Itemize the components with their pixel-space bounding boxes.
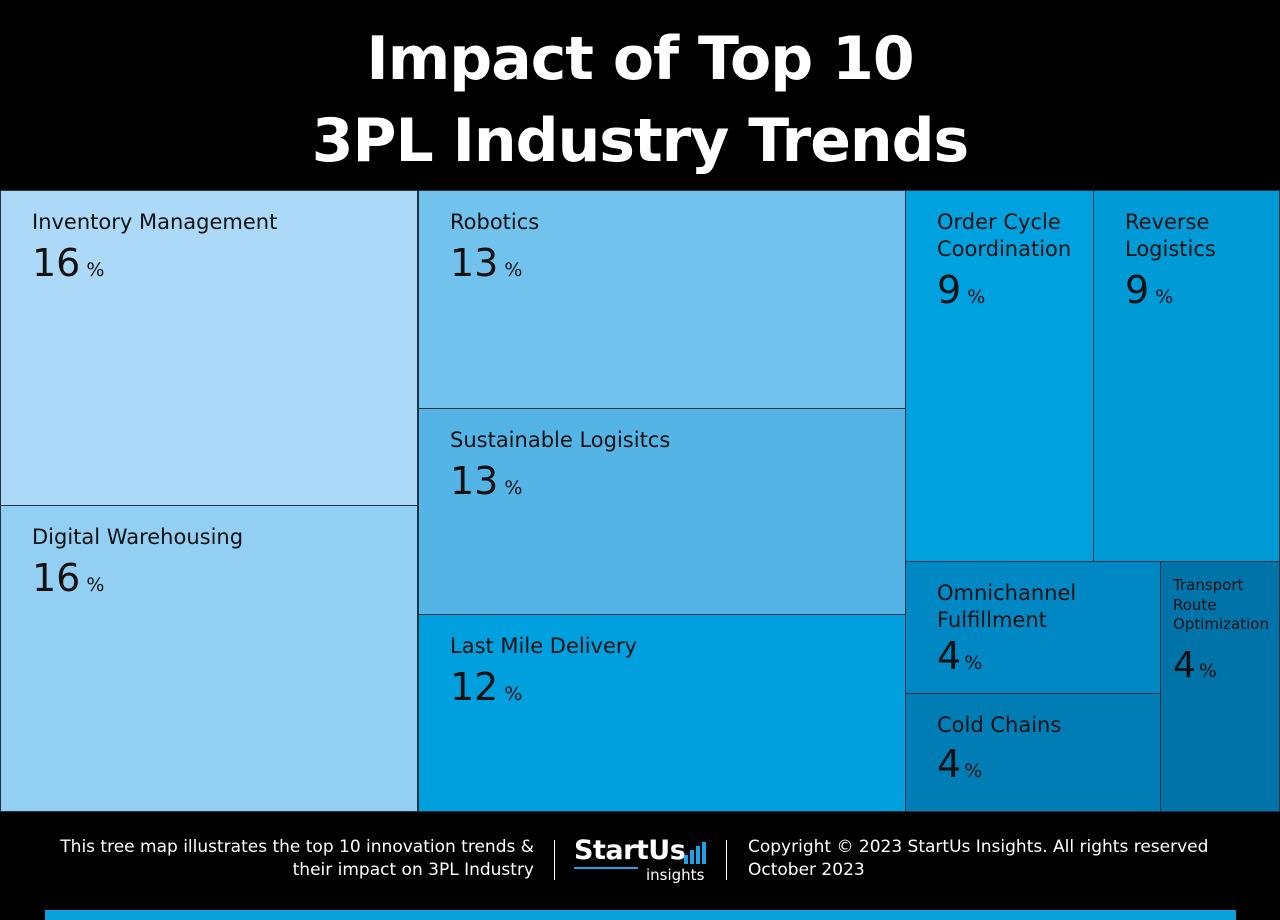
footer-description-line-1: This tree map illustrates the top 10 inn…	[60, 837, 534, 857]
treemap-tile-digital-warehousing: Digital Warehousing 16%	[0, 505, 418, 812]
date-text: October 2023	[748, 860, 865, 880]
tile-unit: %	[964, 652, 983, 674]
tile-value: 9%	[937, 268, 986, 312]
tile-value: 13%	[450, 459, 523, 503]
treemap-tile-order-cycle-coordination: Order Cycle Coordination 9%	[905, 190, 1094, 562]
tile-value: 12%	[450, 665, 523, 709]
chart-title-line-1: Impact of Top 10	[366, 24, 914, 94]
footer: This tree map illustrates the top 10 inn…	[0, 812, 1280, 920]
tile-unit: %	[504, 477, 523, 499]
footer-divider-left	[554, 840, 555, 880]
logo-subtext: insights	[646, 866, 705, 884]
tile-unit: %	[504, 259, 523, 281]
footer-description-line-2: their impact on 3PL Industry	[292, 860, 534, 880]
tile-label: Reverse Logistics	[1125, 210, 1216, 261]
tile-label: Sustainable Logisitcs	[450, 428, 671, 452]
tile-unit: %	[86, 574, 105, 596]
tile-unit: %	[86, 259, 105, 281]
startus-insights-logo: StartUs insights	[574, 836, 714, 886]
treemap-tile-reverse-logistics: Reverse Logistics 9%	[1093, 190, 1280, 562]
bottom-accent-bar	[45, 910, 1236, 920]
footer-copyright: Copyright © 2023 StartUs Insights. All r…	[748, 836, 1268, 882]
tile-label: Omnichannel Fulfillment	[937, 581, 1077, 632]
treemap-tile-robotics: Robotics 13%	[418, 190, 906, 409]
tile-unit: %	[504, 683, 523, 705]
tile-unit: %	[964, 760, 983, 782]
tile-value: 4%	[937, 634, 983, 678]
tile-value: 9%	[1125, 268, 1174, 312]
tile-label: Transport Route Optimization	[1173, 576, 1269, 633]
bar-chart-icon	[684, 842, 708, 864]
tile-label: Robotics	[450, 210, 540, 234]
tile-value: 4%	[937, 742, 983, 786]
tile-unit: %	[1198, 660, 1217, 682]
treemap-tile-transport-route-optimization: Transport Route Optimization 4%	[1160, 561, 1280, 812]
logo-text: StartUs	[574, 835, 686, 866]
treemap-tile-sustainable-logisitcs: Sustainable Logisitcs 13%	[418, 408, 906, 615]
tile-label: Last Mile Delivery	[450, 634, 637, 658]
tile-label: Inventory Management	[32, 210, 278, 234]
copyright-text: Copyright © 2023 StartUs Insights. All r…	[748, 837, 1209, 857]
tile-label: Cold Chains	[937, 713, 1062, 737]
tile-unit: %	[1155, 286, 1174, 308]
tile-value: 4%	[1173, 645, 1217, 686]
logo-underline	[574, 867, 638, 869]
tile-label: Order Cycle Coordination	[937, 210, 1072, 261]
footer-divider-right	[726, 840, 727, 880]
treemap-tile-cold-chains: Cold Chains 4%	[905, 693, 1161, 812]
chart-title: Impact of Top 10 3PL Industry Trends	[0, 18, 1280, 182]
tile-value: 13%	[450, 241, 523, 285]
tile-value: 16%	[32, 556, 105, 600]
tile-label: Digital Warehousing	[32, 525, 244, 549]
tile-value: 16%	[32, 241, 105, 285]
treemap-tile-last-mile-delivery: Last Mile Delivery 12%	[418, 614, 906, 812]
treemap-tile-inventory-management: Inventory Management 16%	[0, 190, 418, 506]
tile-unit: %	[967, 286, 986, 308]
treemap: Inventory Management 16% Digital Warehousi…	[0, 190, 1280, 812]
treemap-tile-omnichannel-fulfillment: Omnichannel Fulfillment 4%	[905, 561, 1161, 694]
footer-description: This tree map illustrates the top 10 inn…	[14, 836, 534, 882]
chart-title-line-2: 3PL Industry Trends	[311, 106, 970, 176]
